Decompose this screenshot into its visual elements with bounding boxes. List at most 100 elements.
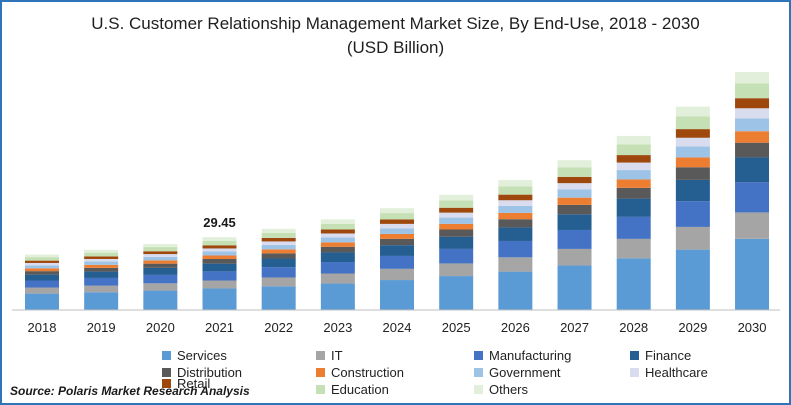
bar-government-2029 [675,146,710,158]
bar-government-2022 [261,244,296,250]
legend-label: Finance [645,348,692,363]
bar-finance-2022 [261,258,296,268]
bar-education-2019 [84,252,119,257]
bar-education-2020 [143,247,178,252]
bar-education-2029 [675,116,710,130]
legend-item-finance: Finance [630,348,691,363]
bar-it-2030 [735,212,770,239]
bar-services-2022 [261,286,296,310]
legend-swatch [316,385,325,394]
legend-item-healthcare: Healthcare [630,365,708,380]
legend-label: IT [331,348,343,363]
bar-healthcare-2026 [498,200,533,206]
bar-others-2026 [498,180,533,187]
legend-label: Manufacturing [489,348,572,363]
x-tick-label-2019: 2019 [87,320,116,335]
bar-manufacturing-2027 [557,229,592,249]
bar-services-2026 [498,271,533,310]
bar-manufacturing-2025 [439,248,474,264]
bar-distribution-2030 [735,142,770,158]
bar-distribution-2022 [261,253,296,259]
legend-item-services: Services [162,348,227,363]
x-tick-label-2030: 2030 [738,320,767,335]
bar-finance-2026 [498,227,533,241]
bar-education-2024 [380,213,415,220]
x-tick-label-2025: 2025 [442,320,471,335]
bar-distribution-2027 [557,204,592,215]
bar-others-2028 [616,135,651,145]
bar-retail-2030 [735,98,770,109]
x-tick-label-2023: 2023 [323,320,352,335]
bar-education-2022 [261,232,296,238]
bar-it-2021 [202,280,237,289]
bar-finance-2018 [25,274,59,281]
bar-healthcare-2019 [84,258,119,262]
bar-construction-2026 [498,212,533,220]
bar-distribution-2024 [380,238,415,246]
bar-manufacturing-2026 [498,240,533,258]
legend-label: Construction [331,365,404,380]
bar-services-2019 [84,292,119,310]
bar-others-2018 [25,254,59,258]
x-tick-label-2022: 2022 [264,320,293,335]
bars-layer [25,72,770,310]
bar-manufacturing-2023 [320,262,355,274]
bar-it-2025 [439,263,474,277]
bar-healthcare-2022 [261,241,296,245]
bar-government-2021 [202,251,237,256]
x-tick-labels: 2018 2019 2020 2021 2022 2023 2024 2025 2026 2027… [28,320,767,335]
bar-construction-2019 [84,264,119,268]
chart-title: U.S. Customer Relationship Management Ma… [91,14,700,33]
bar-manufacturing-2030 [735,182,770,213]
bar-healthcare-2023 [320,233,355,238]
x-tick-label-2027: 2027 [560,320,589,335]
legend-item-construction: Construction [316,365,404,380]
bar-finance-2027 [557,214,592,230]
bar-retail-2026 [498,194,533,201]
bar-others-2024 [380,208,415,214]
legend-item-government: Government [474,365,561,380]
bar-services-2024 [380,280,415,310]
bar-distribution-2020 [143,263,178,268]
chart-subtitle: (USD Billion) [346,38,445,57]
x-tick-label-2020: 2020 [146,320,175,335]
bar-government-2027 [557,189,592,198]
bar-healthcare-2025 [439,212,474,218]
bar-healthcare-2018 [25,262,59,266]
bar-manufacturing-2020 [143,274,178,284]
bar-construction-2018 [25,268,59,272]
bar-manufacturing-2028 [616,216,651,239]
bar-education-2030 [735,83,770,99]
x-tick-label-2026: 2026 [501,320,530,335]
bar-others-2030 [735,72,770,84]
bar-government-2020 [143,256,178,261]
bar-government-2028 [616,170,651,180]
bar-distribution-2019 [84,267,119,272]
bar-services-2030 [735,238,770,310]
bar-services-2018 [25,293,59,310]
bar-construction-2022 [261,249,296,254]
bar-it-2019 [84,285,119,293]
bar-retail-2028 [616,155,651,163]
bar-services-2023 [320,283,355,310]
legend-swatch [474,351,483,360]
bar-retail-2025 [439,207,474,213]
bar-retail-2022 [261,237,296,242]
legend-swatch [162,368,171,377]
legend-label: Government [489,365,561,380]
bar-construction-2028 [616,179,651,188]
x-tick-label-2018: 2018 [28,320,57,335]
bar-it-2022 [261,277,296,287]
legend-item-retail: Retail [162,376,210,391]
bar-it-2018 [25,287,59,294]
legend-item-it: IT [316,348,343,363]
bar-government-2030 [735,118,770,132]
legend-swatch [162,351,171,360]
bar-education-2026 [498,186,533,195]
legend-label: Others [489,382,529,397]
legend-swatch [474,385,483,394]
bar-services-2021 [202,288,237,310]
bar-distribution-2018 [25,271,59,275]
legend-label: Services [177,348,227,363]
bar-distribution-2026 [498,219,533,228]
